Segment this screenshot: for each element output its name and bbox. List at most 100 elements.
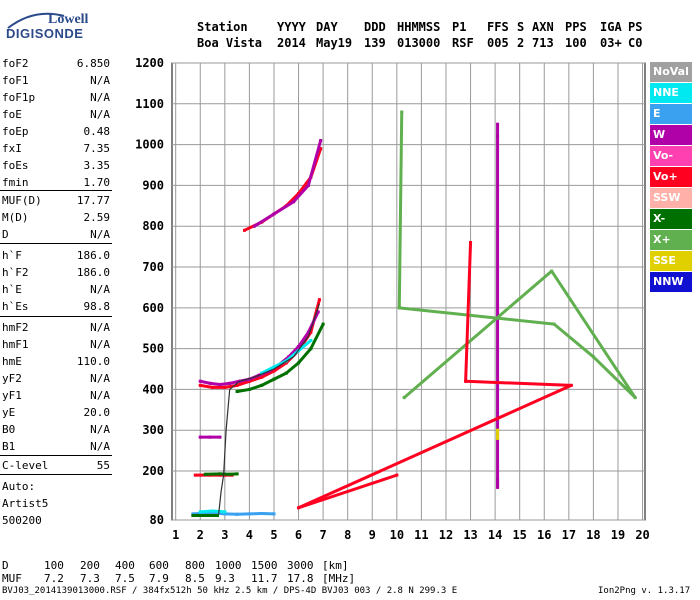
trace-F-trace: [198, 298, 321, 389]
x-tick-label: 12: [439, 528, 453, 542]
trace-point: [218, 435, 222, 439]
header-value-ddd: 139: [364, 36, 386, 50]
header-label-time: HHMMSS: [397, 20, 441, 34]
trace-point: [464, 379, 468, 383]
trace-point: [272, 512, 276, 516]
trace-segment: [272, 204, 288, 216]
x-tick-label: 4: [246, 528, 253, 542]
param-value: N/A: [90, 91, 110, 104]
trace-segment: [297, 330, 310, 349]
trace-point: [306, 330, 310, 334]
param-name: h`F: [2, 249, 22, 262]
trace-point: [309, 330, 313, 334]
x-tick-label: 20: [635, 528, 649, 542]
dmuf-muf-label: MUF: [2, 572, 22, 585]
trace-noise: [496, 122, 500, 489]
header-value-time: 013000: [397, 36, 441, 50]
y-tick-label: 300: [142, 423, 164, 437]
dmuf-muf-value: 8.5: [185, 572, 205, 585]
param-value: 0.48: [83, 125, 111, 138]
param-value: N/A: [90, 228, 110, 241]
param-row: foF1 N/A: [2, 74, 110, 91]
header-value-ffs: 005: [487, 36, 509, 50]
x-tick-label: 1: [172, 528, 179, 542]
trace-point: [228, 472, 232, 476]
auto-label: Auto:: [2, 480, 36, 493]
trace-point: [203, 514, 207, 518]
param-divider: [0, 474, 112, 475]
x-tick-label: 10: [390, 528, 404, 542]
trace-point: [309, 338, 313, 342]
trace-point: [552, 322, 556, 326]
header-label-ps: PS: [628, 20, 643, 34]
dmuf-d-value: 800: [185, 559, 205, 572]
trace-segment: [238, 377, 251, 383]
trace-Es: [193, 473, 234, 477]
header-value-year: 2014: [277, 36, 306, 50]
param-value: 20.0: [83, 406, 111, 419]
param-value: N/A: [90, 372, 110, 385]
trace-point: [319, 139, 323, 143]
header-value-s: 2: [517, 36, 525, 50]
auto-version: 500200: [2, 514, 42, 527]
trace-point: [292, 200, 296, 204]
y-tick-label: 400: [142, 382, 164, 396]
param-row: foEs 3.35: [2, 159, 110, 176]
trace-segment: [235, 379, 251, 387]
y-tick-label: 1200: [135, 56, 164, 70]
param-name: h`Es: [2, 300, 29, 313]
dmuf-muf-value: 7.2: [44, 572, 64, 585]
param-row: hmF1 N/A: [2, 338, 110, 355]
trace-noise: [397, 110, 637, 400]
param-name: MUF(D): [2, 194, 42, 207]
param-row: foF2 6.850: [2, 57, 110, 74]
header-value-p1: RSF: [452, 36, 474, 50]
legend-item-w: W: [650, 125, 692, 145]
trace-point: [218, 472, 222, 476]
param-value: 110.0: [76, 355, 110, 368]
trace-F-trace: [198, 310, 320, 387]
trace-segment: [218, 381, 232, 387]
trace-Es: [203, 472, 239, 476]
param-name: C-level: [2, 459, 49, 472]
header-label-day: DAY: [316, 20, 338, 34]
x-tick-label: 6: [295, 528, 302, 542]
trace-segment: [267, 363, 281, 373]
trace-segment: [292, 183, 310, 204]
trace-segment: [297, 175, 313, 196]
trace-segment: [464, 379, 573, 387]
legend-item-vo-minus: Vo-: [650, 146, 692, 166]
legend-item-nne: NNE: [650, 83, 692, 103]
param-value: 3.35: [83, 159, 111, 172]
param-name: M(D): [2, 211, 29, 224]
header-value-station: Boa Vista: [197, 36, 263, 50]
trace-point: [191, 512, 195, 516]
x-tick-label: 7: [319, 528, 326, 542]
param-row: h`F 186.0: [2, 249, 110, 266]
trace-point: [198, 435, 202, 439]
param-divider: [0, 243, 112, 244]
dmuf-d-unit: [km]: [322, 559, 349, 572]
param-name: h`E: [2, 283, 22, 296]
param-value: 98.8: [83, 300, 111, 313]
trace-segment: [198, 509, 215, 514]
header-label-ddd: DDD: [364, 20, 386, 34]
dmuf-d-label: D: [2, 559, 9, 572]
param-row: foE N/A: [2, 108, 110, 125]
dmuf-d-value: 1500: [251, 559, 278, 572]
param-row: D N/A: [2, 228, 110, 245]
trace-point: [211, 511, 215, 515]
trace-segment: [260, 369, 276, 379]
trace-point: [316, 310, 320, 314]
x-tick-label: 18: [586, 528, 600, 542]
trace-F-trace: [260, 338, 313, 375]
trace-segment: [272, 200, 296, 216]
param-name: hmF2: [2, 321, 29, 334]
trace-point: [496, 428, 500, 432]
auto-program: Artist5: [2, 497, 49, 510]
legend-item-ssw: SSW: [650, 188, 692, 208]
param-name: fmin: [2, 176, 29, 189]
trace-point: [260, 383, 264, 387]
trace-point: [395, 473, 399, 477]
trace-segment: [284, 192, 301, 208]
